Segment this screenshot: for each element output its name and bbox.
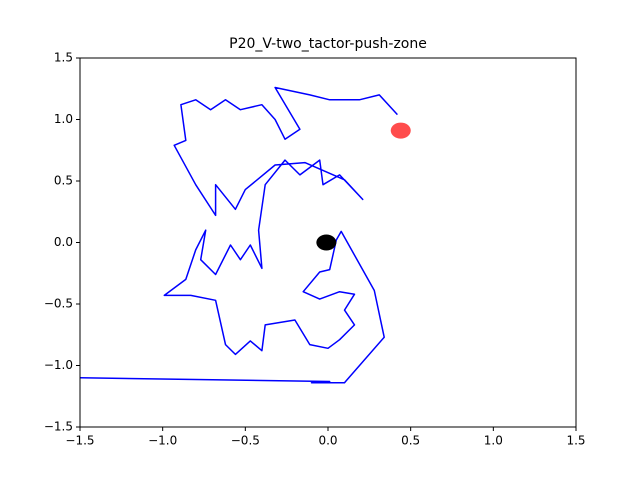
y-tick-label: 1.5 xyxy=(54,51,73,65)
y-tick-label: −1.5 xyxy=(44,420,73,434)
x-tick-label: 1.0 xyxy=(484,434,503,448)
y-tick-label: −0.5 xyxy=(44,297,73,311)
x-tick-label: −0.5 xyxy=(231,434,260,448)
y-tick-label: 0.5 xyxy=(54,174,73,188)
x-tick-label: 1.5 xyxy=(566,434,585,448)
trajectory-line xyxy=(79,86,398,384)
y-tick-label: −1.0 xyxy=(44,358,73,372)
x-tick-label: −1.5 xyxy=(65,434,94,448)
x-tick-label: 0.5 xyxy=(401,434,420,448)
marker xyxy=(390,122,411,139)
chart-title: P20_V-two_tactor-push-zone xyxy=(229,36,427,52)
y-tick-label: 1.0 xyxy=(54,112,73,126)
y-tick-label: 0.0 xyxy=(54,235,73,249)
x-tick-label: −1.0 xyxy=(148,434,177,448)
marker xyxy=(316,234,337,251)
x-tick-label: 0.0 xyxy=(318,434,337,448)
